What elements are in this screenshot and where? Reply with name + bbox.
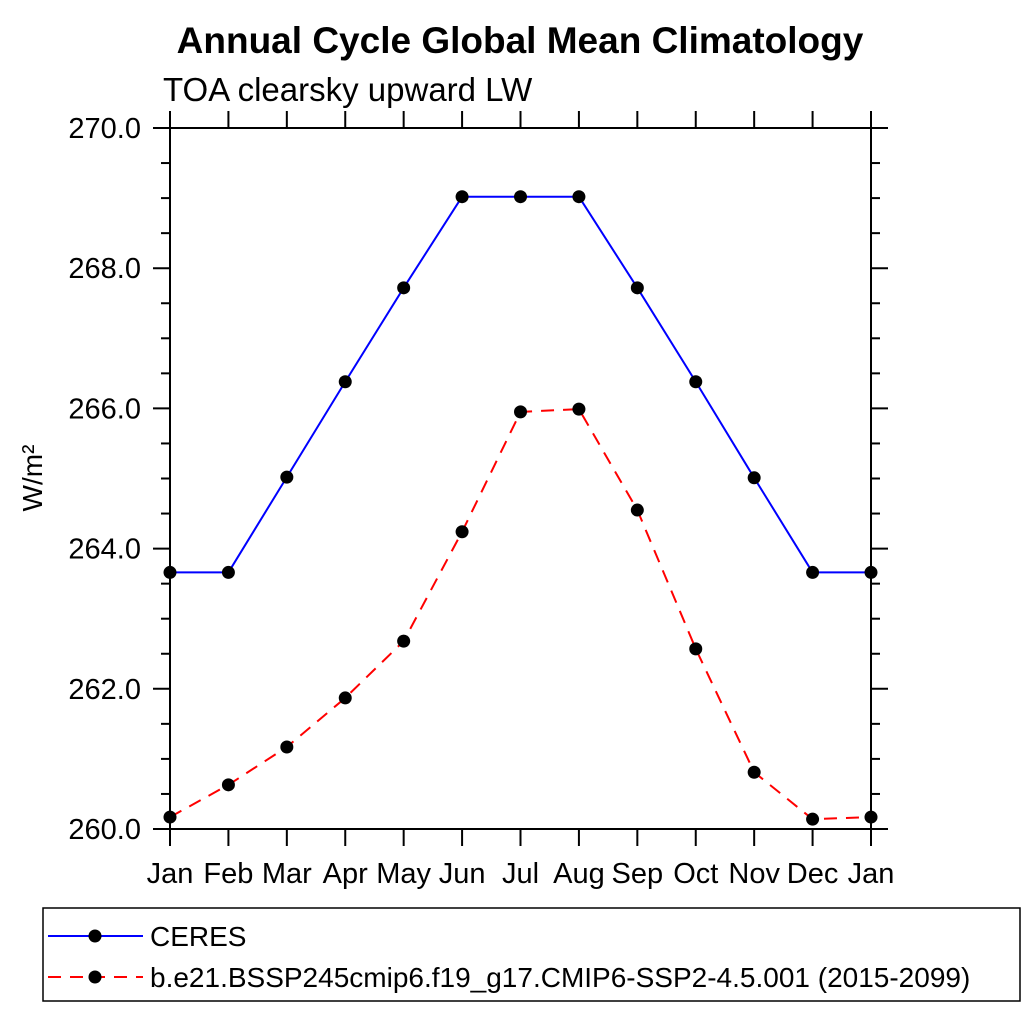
x-tick-label: Sep — [612, 858, 664, 890]
series-1-marker — [630, 503, 644, 517]
x-tick-label: Feb — [203, 858, 253, 890]
series-0-marker — [630, 281, 644, 295]
series-0-marker — [221, 565, 235, 579]
legend-marker-model — [88, 970, 102, 984]
chart-title: Annual Cycle Global Mean Climatology — [177, 20, 864, 61]
series-1-marker — [806, 812, 820, 826]
series-0-marker — [747, 471, 761, 485]
y-tick-label: 270.0 — [68, 113, 141, 145]
legend-box: CERES b.e21.BSSP245cmip6.f19_g17.CMIP6-S… — [42, 907, 1021, 1002]
x-tick-label: Jun — [439, 858, 486, 890]
x-tick-label: Jan — [147, 858, 194, 890]
series-0-marker — [689, 375, 703, 389]
series-0-marker — [163, 565, 177, 579]
y-tick-label: 264.0 — [68, 534, 141, 566]
plot-frame — [169, 127, 872, 830]
legend-label-ceres: CERES — [150, 921, 246, 952]
y-axis-label: W/m² — [17, 445, 48, 512]
series-1-marker — [689, 642, 703, 656]
x-tick-label: Nov — [728, 858, 780, 890]
y-tick-label: 268.0 — [68, 253, 141, 285]
plot-tick-labels: Jan Feb Mar Apr May Jun Jul Aug Sep Oct Nov Dec Jan2… — [68, 113, 894, 890]
series-1-marker — [747, 765, 761, 779]
series-0-marker — [864, 565, 878, 579]
x-tick-label: Apr — [323, 858, 368, 890]
plot-border — [169, 127, 872, 830]
y-tick-label: 266.0 — [68, 393, 141, 425]
series-0-marker — [455, 190, 469, 204]
x-tick-label: Aug — [553, 858, 605, 890]
series-1-marker — [163, 810, 177, 824]
legend-border — [42, 907, 1021, 1002]
series-0-marker — [514, 190, 527, 204]
x-tick-label: Jan — [848, 858, 895, 890]
plot-series — [163, 190, 878, 826]
series-1-marker — [514, 405, 527, 419]
series-0-marker — [338, 375, 352, 389]
series-0-marker — [806, 565, 820, 579]
series-1-marker — [221, 778, 235, 792]
series-line-1 — [169, 408, 872, 821]
x-tick-label: May — [376, 858, 431, 890]
legend-label-model: b.e21.BSSP245cmip6.f19_g17.CMIP6-SSP2-4.… — [150, 962, 970, 993]
series-1-marker — [864, 810, 878, 824]
chart-subtitle: TOA clearsky upward LW — [163, 71, 533, 108]
series-0-marker — [572, 190, 586, 204]
x-tick-label: Jul — [502, 858, 539, 890]
series-line-0 — [170, 195, 871, 574]
legend-marker-ceres — [88, 929, 102, 943]
series-1-marker — [397, 634, 411, 648]
series-1-marker — [280, 740, 294, 754]
series-0-marker — [280, 470, 294, 484]
x-tick-label: Dec — [787, 858, 839, 890]
series-1-marker — [338, 691, 352, 705]
plot-ticks — [153, 111, 888, 846]
x-tick-label: Mar — [262, 858, 312, 890]
x-tick-label: Oct — [673, 858, 718, 890]
y-tick-label: 262.0 — [68, 674, 141, 706]
series-1-marker — [572, 402, 586, 416]
series-0-marker — [397, 281, 411, 295]
series-1-marker — [455, 525, 469, 539]
y-tick-label: 260.0 — [68, 814, 141, 846]
